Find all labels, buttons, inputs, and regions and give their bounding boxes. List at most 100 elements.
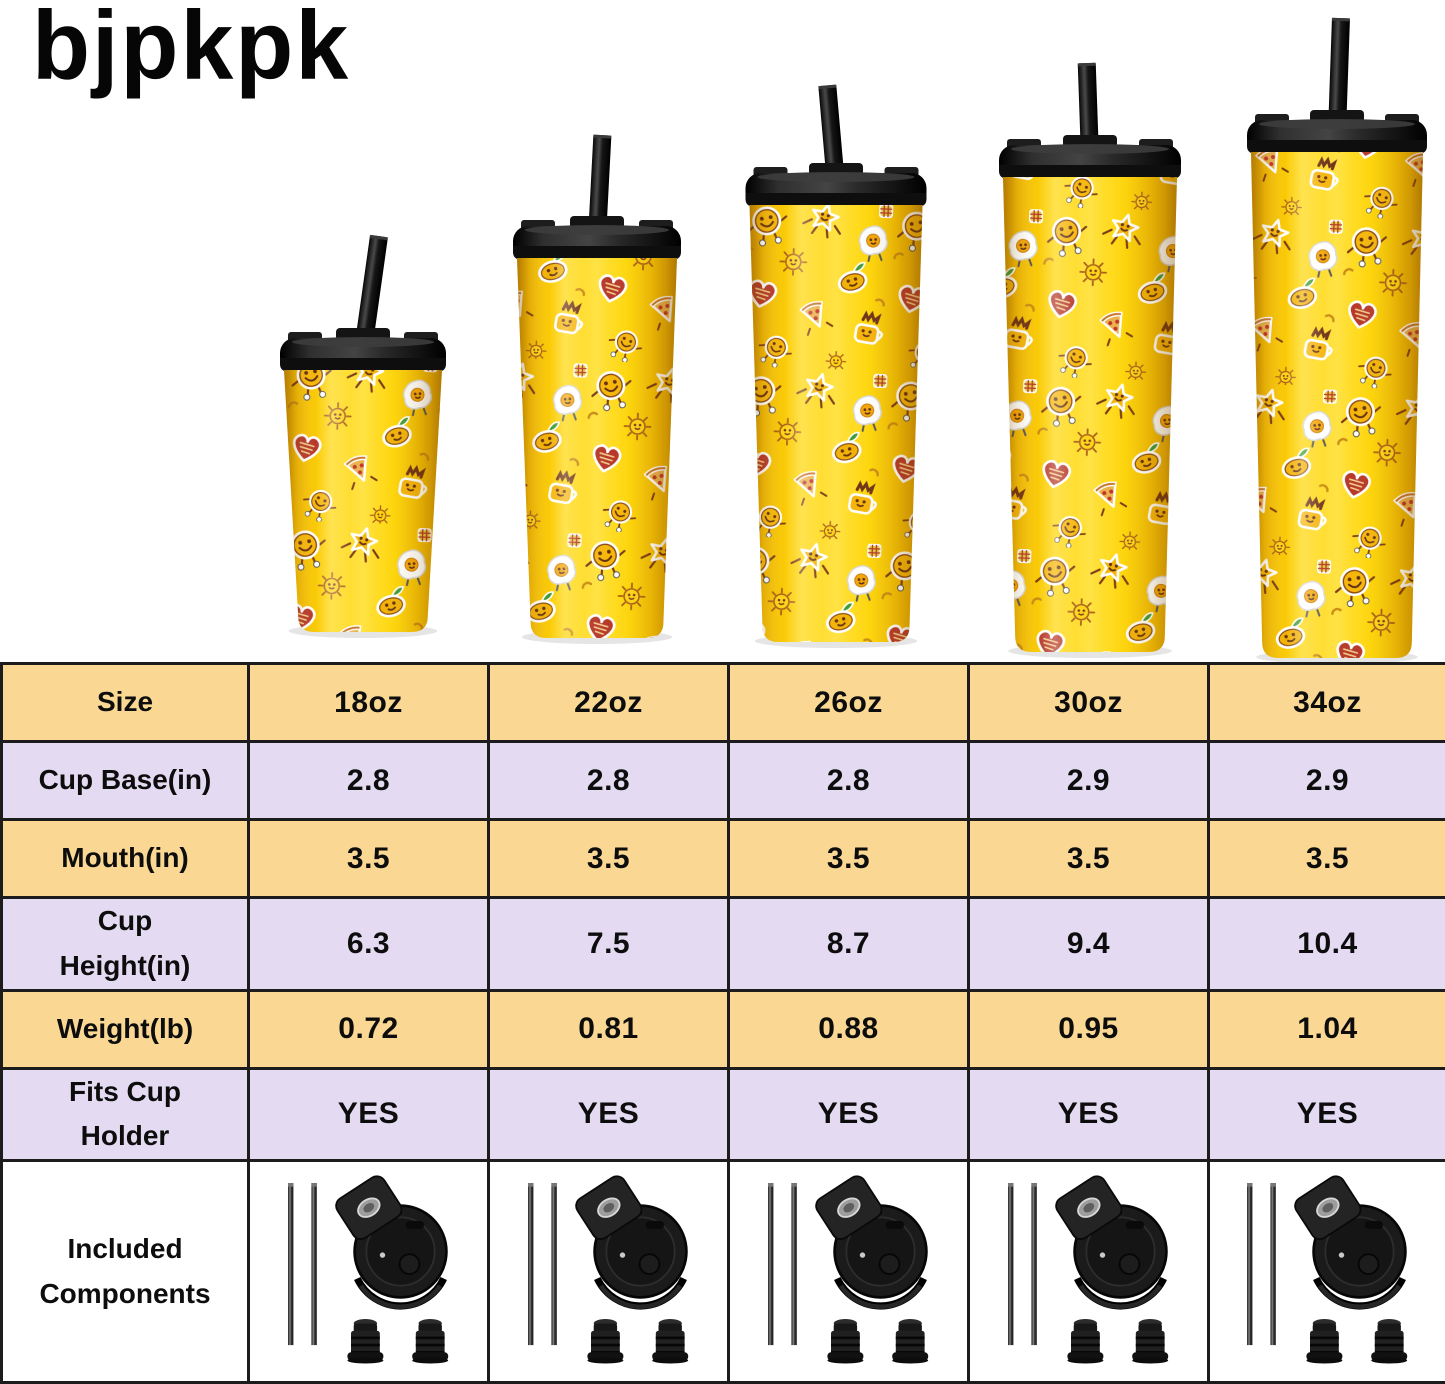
stopper-icon (892, 1319, 928, 1364)
stopper-icon (1067, 1319, 1103, 1364)
tumbler-lid (999, 135, 1181, 179)
spec-cell-mouth-22oz: 3.5 (489, 820, 729, 898)
spec-cell-mouth-18oz: 3.5 (249, 820, 489, 898)
tumbler-30oz (999, 63, 1181, 658)
row-label-text: Cup Height(in) (30, 899, 220, 989)
components-graphic (741, 1174, 957, 1374)
spec-cell-cup-height-34oz: 10.4 (1209, 898, 1445, 991)
hero-section: bjpkpk (0, 0, 1445, 662)
stopper-icon (412, 1319, 448, 1364)
spec-cell-cup-height-26oz: 8.7 (729, 898, 969, 991)
row-label-text: Size (30, 680, 220, 725)
components-graphic (501, 1174, 717, 1374)
flip-lid-icon (332, 1174, 447, 1307)
spec-cell-fits-cup-holder-34oz: YES (1209, 1068, 1445, 1161)
tumbler-18oz (280, 235, 446, 638)
spec-cell-cup-base-22oz: 2.8 (489, 742, 729, 820)
spec-cell-cup-base-34oz: 2.9 (1209, 742, 1445, 820)
stopper-icon (1132, 1319, 1168, 1364)
stopper-icon (587, 1319, 623, 1364)
included-components-cell (489, 1161, 729, 1383)
spec-cell-cup-base-18oz: 2.8 (249, 742, 489, 820)
spec-cell-size-30oz: 30oz (969, 664, 1209, 742)
spec-cell-size-26oz: 26oz (729, 664, 969, 742)
row-label-weight: Weight(lb) (2, 990, 249, 1068)
straw-icon (1008, 1183, 1037, 1345)
straw-icon (528, 1183, 557, 1345)
spec-cell-weight-34oz: 1.04 (1209, 990, 1445, 1068)
row-label-text: Mouth(in) (30, 836, 220, 881)
flip-lid-icon (1052, 1174, 1167, 1307)
spec-cell-fits-cup-holder-22oz: YES (489, 1068, 729, 1161)
tumbler-body (750, 205, 923, 642)
straw-icon (288, 1183, 317, 1345)
spec-cell-fits-cup-holder-18oz: YES (249, 1068, 489, 1161)
row-label-included-components: Included Components (2, 1161, 249, 1383)
row-label-mouth: Mouth(in) (2, 820, 249, 898)
row-label-fits-cup-holder: Fits Cup Holder (2, 1068, 249, 1161)
tumbler-lid (513, 216, 681, 260)
tumbler-22oz (513, 135, 681, 644)
row-label-text: Fits Cup Holder (30, 1070, 220, 1160)
straw-icon (768, 1183, 797, 1345)
components-graphic (1220, 1174, 1436, 1374)
straw-icon (1247, 1183, 1276, 1345)
row-label-cup-height: Cup Height(in) (2, 898, 249, 991)
tumbler-lid (280, 328, 446, 372)
flip-lid-icon (812, 1174, 927, 1307)
tumbler-26oz (746, 85, 927, 648)
row-label-text: Weight(lb) (30, 1007, 220, 1052)
spec-cell-cup-base-26oz: 2.8 (729, 742, 969, 820)
spec-cell-mouth-26oz: 3.5 (729, 820, 969, 898)
spec-cell-size-18oz: 18oz (249, 664, 489, 742)
stopper-icon (827, 1319, 863, 1364)
flip-lid-icon (572, 1174, 687, 1307)
spec-cell-size-22oz: 22oz (489, 664, 729, 742)
stopper-icon (1306, 1319, 1342, 1364)
brand-logo: bjpkpk (32, 0, 350, 102)
tumbler-body (1003, 177, 1177, 652)
components-graphic (981, 1174, 1197, 1374)
tumbler-lid (746, 163, 927, 207)
row-label-text: Included Components (30, 1227, 220, 1317)
spec-cell-weight-30oz: 0.95 (969, 990, 1209, 1068)
spec-cell-fits-cup-holder-30oz: YES (969, 1068, 1209, 1161)
row-label-text: Cup Base(in) (30, 758, 220, 803)
spec-cell-weight-26oz: 0.88 (729, 990, 969, 1068)
included-components-cell (729, 1161, 969, 1383)
row-label-cup-base: Cup Base(in) (2, 742, 249, 820)
spec-cell-mouth-30oz: 3.5 (969, 820, 1209, 898)
stopper-icon (347, 1319, 383, 1364)
spec-cell-cup-base-30oz: 2.9 (969, 742, 1209, 820)
spec-cell-fits-cup-holder-26oz: YES (729, 1068, 969, 1161)
tumbler-body (517, 258, 677, 638)
spec-cell-mouth-34oz: 3.5 (1209, 820, 1445, 898)
tumbler-body (284, 370, 442, 632)
row-label-size: Size (2, 664, 249, 742)
stopper-icon (652, 1319, 688, 1364)
spec-cell-cup-height-18oz: 6.3 (249, 898, 489, 991)
included-components-cell (1209, 1161, 1445, 1383)
tumbler-lid (1247, 110, 1427, 154)
flip-lid-icon (1291, 1174, 1406, 1307)
spec-cell-weight-18oz: 0.72 (249, 990, 489, 1068)
spec-cell-size-34oz: 34oz (1209, 664, 1445, 742)
tumbler-34oz (1247, 18, 1427, 662)
spec-cell-cup-height-30oz: 9.4 (969, 898, 1209, 991)
included-components-cell (249, 1161, 489, 1383)
components-graphic (261, 1174, 477, 1374)
spec-row-included-components: Included Components (2, 1161, 1445, 1383)
tumbler-body (1251, 152, 1423, 658)
included-components-cell (969, 1161, 1209, 1383)
spec-cell-cup-height-22oz: 7.5 (489, 898, 729, 991)
spec-cell-weight-22oz: 0.81 (489, 990, 729, 1068)
stopper-icon (1371, 1319, 1407, 1364)
